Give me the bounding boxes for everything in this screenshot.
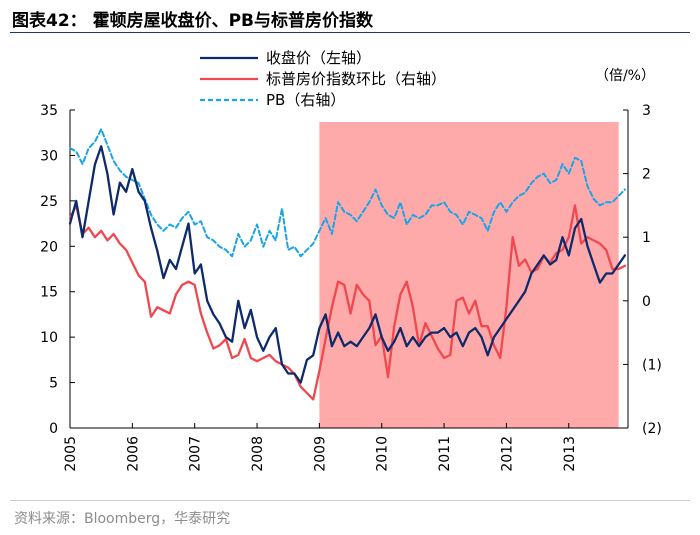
x-tick-label: 2013 [562,436,578,472]
left-tick-label: 15 [40,285,58,301]
right-tick-label: 3 [642,103,651,119]
left-tick-label: 30 [40,148,58,164]
x-tick-label: 2006 [125,436,141,472]
x-tick-label: 2011 [437,436,453,472]
right-tick-label: 2 [642,167,651,183]
legend-pb-label: PB（右轴） [266,91,345,109]
left-tick-label: 0 [49,421,58,437]
left-tick-label: 25 [40,194,58,210]
title-rule [10,32,690,33]
legend-close-price-label: 收盘价（左轴） [266,49,371,67]
shaded-region [319,122,619,428]
left-tick-label: 10 [40,330,58,346]
x-tick-label: 2009 [312,436,328,472]
x-tick-label: 2005 [63,436,79,472]
right-tick-label: 1 [642,230,651,246]
x-tick-label: 2007 [188,436,204,472]
right-axis-unit: （倍/%） [595,68,655,84]
x-tick-label: 2012 [499,436,515,472]
source-rule [10,500,690,501]
series-pb [69,128,626,258]
legend-hpi-mom-label: 标普房价指数环比（右轴） [266,70,446,88]
left-tick-label: 20 [40,239,58,255]
right-tick-label: (1) [642,357,662,373]
chart-title: 图表42： 霍顿房屋收盘价、PB与标普房价指数 [12,11,373,31]
x-tick-label: 2010 [375,436,391,472]
right-tick-label: (2) [642,421,662,437]
source-note: 资料来源：Bloomberg，华泰研究 [14,511,231,527]
right-tick-label: 0 [642,294,651,310]
series-close-price [68,145,627,384]
left-tick-label: 35 [40,103,58,119]
chart-canvas: 0 5 10 15 20 25 30 35 (2) (1) 0 1 2 3 （倍/%） 2005 2006 200… [40,49,662,472]
left-tick-label: 5 [49,376,58,392]
x-tick-label: 2008 [250,436,266,472]
